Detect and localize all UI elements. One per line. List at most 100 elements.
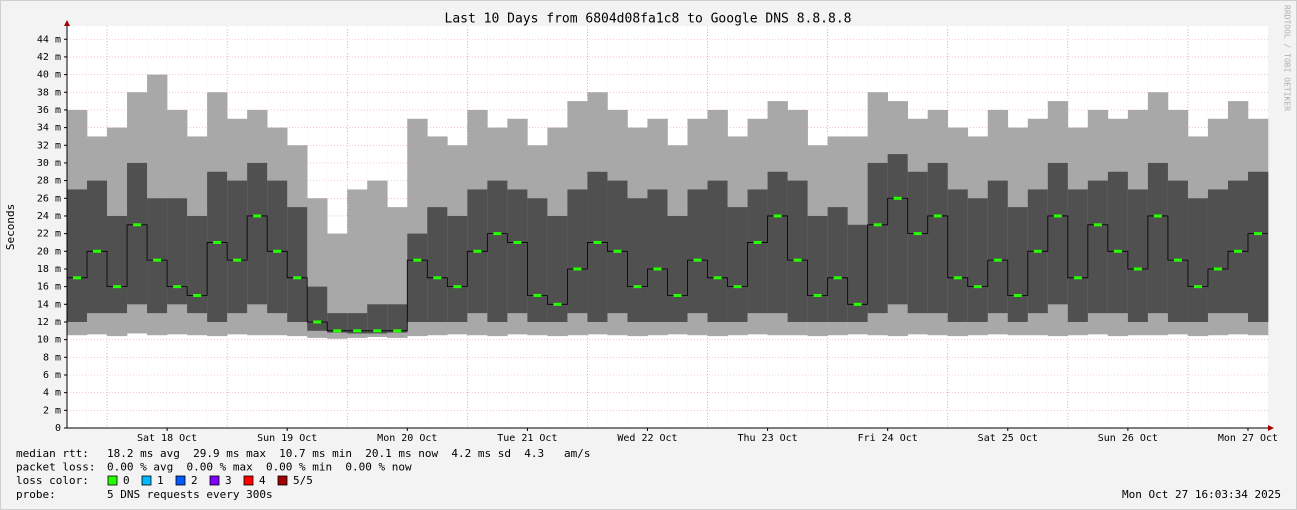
- loss-swatch: [175, 475, 186, 486]
- smoke-core: [187, 215, 208, 314]
- median-marker: [613, 249, 622, 253]
- median-marker: [253, 214, 262, 218]
- loss-legend-item: 4: [259, 474, 266, 487]
- median-marker: [413, 258, 422, 262]
- smoke-core: [1067, 189, 1089, 322]
- x-tick-label: Sat 18 Oct: [137, 433, 197, 444]
- x-tick-label: Mon 20 Oct: [377, 433, 437, 444]
- median-marker: [713, 276, 722, 280]
- footer: median rtt: 18.2 ms avg 29.9 ms max 10.7 …: [16, 447, 1281, 501]
- stat-label: median rtt:: [16, 447, 89, 460]
- smoke-core: [1247, 171, 1269, 322]
- smoke-core: [1207, 189, 1229, 314]
- loss-legend-item: 5/5: [293, 474, 313, 487]
- loss-legend-item: 2: [191, 474, 198, 487]
- smoke-core: [727, 207, 748, 322]
- stat-label: packet loss:: [16, 461, 95, 474]
- smoke-core: [607, 180, 628, 314]
- median-marker: [1093, 223, 1102, 227]
- median-marker: [353, 329, 362, 333]
- median-marker: [333, 329, 342, 333]
- x-arrow: [1268, 425, 1274, 431]
- loss-swatch: [141, 475, 152, 486]
- smoke-core: [1007, 207, 1029, 322]
- x-tick-label: Wed 22 Oct: [617, 433, 677, 444]
- median-marker: [1133, 267, 1142, 271]
- median-marker: [453, 285, 462, 289]
- smoke-core: [767, 171, 788, 314]
- smoke-core: [867, 162, 888, 314]
- median-marker: [153, 258, 162, 262]
- median-marker: [1113, 249, 1122, 253]
- smoke-core: [147, 198, 168, 314]
- smoke-core: [707, 180, 728, 322]
- median-marker: [1253, 232, 1262, 236]
- median-marker: [573, 267, 582, 271]
- smoke-core: [747, 189, 768, 314]
- smoke-core: [587, 171, 608, 322]
- y-tick-label: 36 m: [37, 105, 61, 116]
- smoke-core: [1107, 171, 1129, 314]
- smoke-core: [1147, 162, 1169, 314]
- median-marker: [693, 258, 702, 262]
- smoke-core: [1187, 198, 1209, 322]
- y-arrow: [64, 20, 70, 26]
- median-marker: [793, 258, 802, 262]
- y-tick-label: 6 m: [43, 370, 61, 381]
- median-marker: [553, 302, 562, 306]
- y-tick-label: 16 m: [37, 282, 61, 293]
- y-tick-label: 2 m: [43, 405, 61, 416]
- loss-swatch: [209, 475, 220, 486]
- median-marker: [173, 285, 182, 289]
- median-marker: [913, 232, 922, 236]
- median-marker: [133, 223, 142, 227]
- median-marker: [293, 276, 302, 280]
- median-marker: [953, 276, 962, 280]
- x-tick-label: Sun 26 Oct: [1098, 433, 1158, 444]
- y-axis-label: Seconds: [4, 204, 17, 250]
- smoke-core: [127, 162, 148, 305]
- stat-text: 0.00 % avg 0.00 % max 0.00 % min 0.00 % …: [107, 461, 412, 474]
- loss-legend-item: 1: [157, 474, 164, 487]
- median-marker: [533, 293, 542, 297]
- median-marker: [673, 293, 682, 297]
- y-tick-label: 26 m: [37, 193, 61, 204]
- y-tick-label: 14 m: [37, 299, 61, 310]
- median-marker: [653, 267, 662, 271]
- median-marker: [873, 223, 882, 227]
- median-marker: [893, 196, 902, 200]
- loss-swatch: [277, 475, 288, 486]
- smoke-core: [1127, 189, 1149, 322]
- smoke-core: [287, 207, 308, 322]
- median-marker: [773, 214, 782, 218]
- smoke-core: [247, 162, 268, 305]
- median-marker: [833, 276, 842, 280]
- median-marker: [1073, 276, 1082, 280]
- median-marker: [393, 329, 402, 333]
- median-marker: [1053, 214, 1062, 218]
- smoke-core: [267, 180, 288, 314]
- smoke-core: [1047, 162, 1069, 305]
- y-tick-label: 42 m: [37, 52, 61, 63]
- median-marker: [933, 214, 942, 218]
- median-marker: [1193, 285, 1202, 289]
- smoke-core: [107, 215, 128, 314]
- loss-legend-item: 3: [225, 474, 232, 487]
- smoke-range: [347, 189, 368, 338]
- median-marker: [993, 258, 1002, 262]
- y-tick-label: 10 m: [37, 335, 61, 346]
- smoke-core: [67, 189, 88, 322]
- smoke-core: [167, 198, 188, 305]
- smoke-core: [967, 198, 989, 322]
- median-marker: [813, 293, 822, 297]
- smoke-core: [647, 189, 668, 322]
- median-marker: [1013, 293, 1022, 297]
- median-marker: [113, 285, 122, 289]
- smoke-core: [787, 180, 808, 322]
- y-tick-label: 8 m: [43, 352, 61, 363]
- plot: [66, 26, 1269, 429]
- smoke-range: [327, 233, 348, 339]
- smoke-core: [367, 304, 388, 334]
- y-tick-label: 34 m: [37, 123, 61, 134]
